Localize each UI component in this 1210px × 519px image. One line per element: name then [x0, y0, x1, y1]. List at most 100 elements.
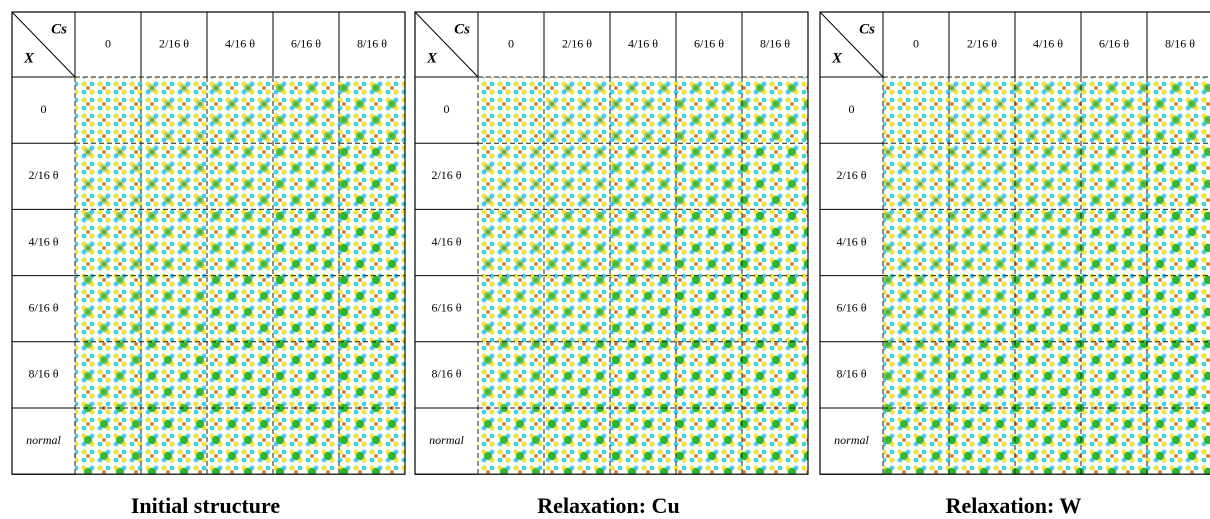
dopant-atoms [544, 143, 610, 209]
corner-column-label: Cs [51, 21, 67, 37]
dopant-atoms [610, 209, 676, 275]
dopant-atoms [273, 408, 339, 474]
dopant-atoms [207, 342, 273, 408]
dopant-atoms [207, 143, 273, 209]
dopant-atoms [1015, 209, 1081, 275]
dopant-atoms [676, 342, 742, 408]
dopant-atoms [949, 342, 1015, 408]
dopant-atoms [339, 209, 405, 275]
dopant-atoms [207, 276, 273, 342]
structure-cell [478, 77, 544, 143]
row-header: normal [834, 433, 869, 447]
dopant-atoms [1015, 143, 1081, 209]
row-header: 4/16 θ [836, 234, 866, 248]
column-header: 4/16 θ [628, 36, 658, 50]
corner-column-label: Cs [859, 21, 875, 37]
dopant-atoms [273, 143, 339, 209]
dopant-atoms [478, 342, 544, 408]
dopant-atoms [883, 143, 949, 209]
dopant-atoms [676, 209, 742, 275]
dopant-atoms [610, 276, 676, 342]
dopant-atoms [1081, 408, 1147, 474]
dopant-atoms [742, 209, 808, 275]
dopant-atoms [1015, 276, 1081, 342]
dopant-atoms [75, 408, 141, 474]
dopant-atoms [610, 77, 676, 143]
dopant-atoms [75, 276, 141, 342]
dopant-atoms [1147, 408, 1210, 474]
row-header: 4/16 θ [28, 234, 58, 248]
dopant-atoms [141, 209, 207, 275]
dopant-atoms [1147, 209, 1210, 275]
dopant-atoms [742, 408, 808, 474]
corner-row-label: X [831, 50, 843, 66]
structure-cell [883, 77, 949, 143]
dopant-atoms [478, 143, 544, 209]
column-header: 2/16 θ [159, 36, 189, 50]
panel-caption: Initial structure [131, 493, 281, 518]
figure: Cs X 0 2/16 θ 4/16 θ 6/16 θ 8/16 θ 0 2/16 θ 4/16 … [0, 0, 1210, 519]
dopant-atoms [676, 77, 742, 143]
column-header: 4/16 θ [225, 36, 255, 50]
corner-row-label: X [23, 50, 35, 66]
dopant-atoms [478, 209, 544, 275]
dopant-atoms [339, 77, 405, 143]
dopant-atoms [1015, 342, 1081, 408]
dopant-atoms [273, 342, 339, 408]
dopant-atoms [742, 77, 808, 143]
dopant-atoms [949, 77, 1015, 143]
column-header: 0 [508, 36, 514, 50]
dopant-atoms [883, 342, 949, 408]
dopant-atoms [478, 276, 544, 342]
corner-column-label: Cs [454, 21, 470, 37]
dopant-atoms [676, 276, 742, 342]
dopant-atoms [742, 276, 808, 342]
dopant-atoms [273, 77, 339, 143]
dopant-atoms [75, 209, 141, 275]
row-header: 0 [849, 102, 855, 116]
dopant-atoms [1081, 342, 1147, 408]
dopant-atoms [141, 143, 207, 209]
dopant-atoms [949, 408, 1015, 474]
dopant-atoms [883, 408, 949, 474]
column-header: 2/16 θ [967, 36, 997, 50]
row-header: 0 [41, 102, 47, 116]
dopant-atoms [544, 342, 610, 408]
dopant-atoms [544, 408, 610, 474]
dopant-atoms [141, 342, 207, 408]
dopant-atoms [1147, 143, 1210, 209]
dopant-atoms [339, 143, 405, 209]
dopant-atoms [1081, 77, 1147, 143]
dopant-atoms [141, 408, 207, 474]
column-header: 4/16 θ [1033, 36, 1063, 50]
dopant-atoms [273, 276, 339, 342]
row-header: 8/16 θ [836, 367, 866, 381]
panel-caption: Relaxation: Cu [537, 493, 679, 518]
dopant-atoms [742, 342, 808, 408]
column-header: 6/16 θ [1099, 36, 1129, 50]
dopant-atoms [676, 408, 742, 474]
dopant-atoms [949, 143, 1015, 209]
column-header: 6/16 θ [694, 36, 724, 50]
dopant-atoms [949, 276, 1015, 342]
row-header: 4/16 θ [431, 234, 461, 248]
dopant-atoms [1015, 77, 1081, 143]
row-header: 6/16 θ [28, 300, 58, 314]
row-header: normal [429, 433, 464, 447]
row-header: normal [26, 433, 61, 447]
dopant-atoms [339, 276, 405, 342]
dopant-atoms [1081, 276, 1147, 342]
dopant-atoms [75, 143, 141, 209]
row-header: 6/16 θ [836, 300, 866, 314]
row-header: 8/16 θ [28, 367, 58, 381]
row-header: 2/16 θ [836, 168, 866, 182]
dopant-atoms [141, 276, 207, 342]
dopant-atoms [1015, 408, 1081, 474]
row-header: 8/16 θ [431, 367, 461, 381]
dopant-atoms [949, 209, 1015, 275]
dopant-atoms [75, 342, 141, 408]
dopant-atoms [207, 209, 273, 275]
